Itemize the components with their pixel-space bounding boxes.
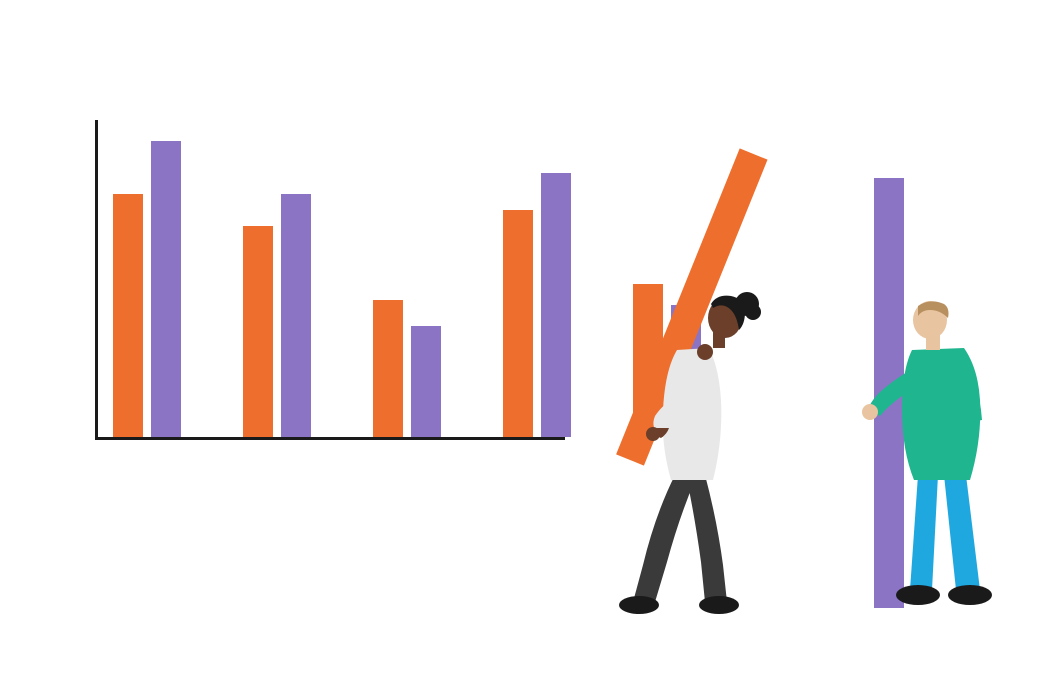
grouped-bar-chart bbox=[95, 120, 565, 440]
bar bbox=[373, 300, 403, 437]
bar bbox=[541, 173, 571, 437]
y-axis bbox=[95, 120, 98, 440]
man-figure bbox=[840, 290, 1015, 610]
bar bbox=[243, 226, 273, 437]
illustration-stage bbox=[0, 0, 1041, 674]
bar bbox=[503, 210, 533, 437]
bar bbox=[281, 194, 311, 437]
x-axis bbox=[95, 437, 565, 440]
bar bbox=[113, 194, 143, 437]
woman-figure bbox=[605, 280, 805, 615]
bar bbox=[151, 141, 181, 437]
bar bbox=[411, 326, 441, 437]
